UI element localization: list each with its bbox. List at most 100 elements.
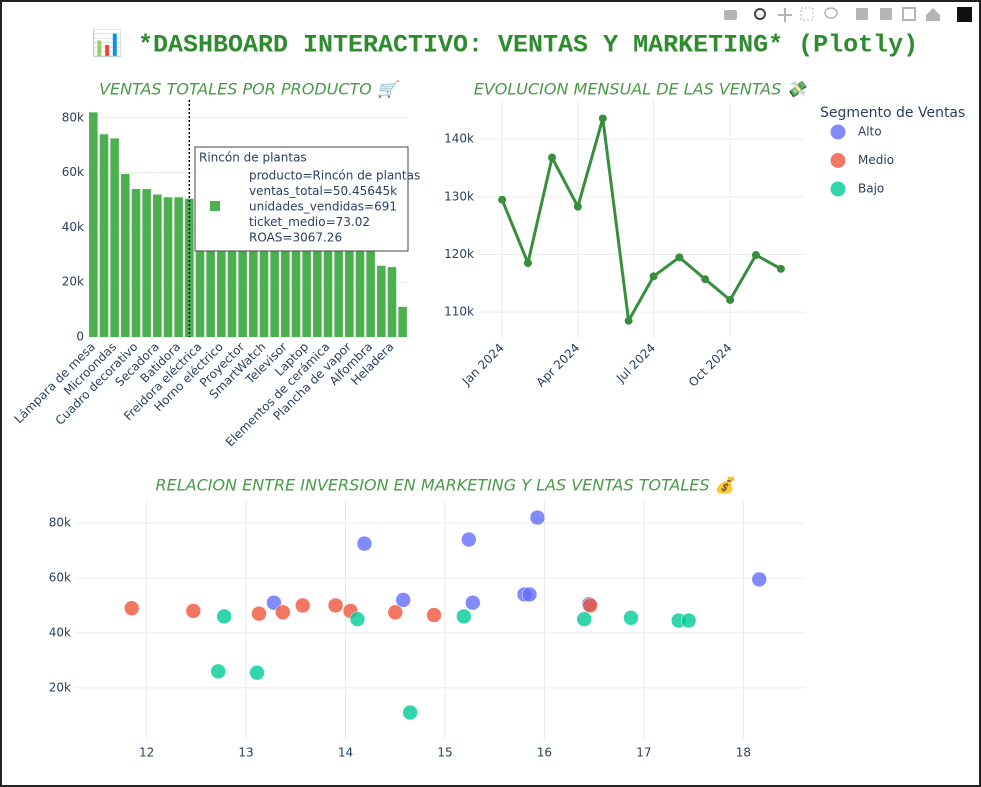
legend-marker — [830, 153, 846, 168]
bar — [291, 209, 301, 337]
legend: Segmento de Ventas Alto Medio Bajo — [820, 105, 965, 197]
x-tick-label: 17 — [636, 746, 651, 760]
point — [216, 608, 232, 625]
marker — [573, 202, 582, 211]
legend-marker — [830, 124, 846, 140]
point — [751, 571, 768, 588]
zoom-in-icon[interactable] — [856, 8, 868, 20]
point — [402, 704, 418, 721]
marker — [548, 153, 557, 162]
lasso-icon[interactable] — [824, 7, 838, 19]
pan-icon[interactable] — [778, 8, 792, 22]
point — [266, 594, 282, 611]
bar — [281, 208, 290, 337]
bar — [153, 194, 162, 337]
bar — [227, 202, 237, 337]
zoom-out-icon[interactable] — [880, 8, 892, 20]
point — [461, 531, 477, 548]
bar — [377, 265, 386, 337]
bar — [355, 215, 365, 337]
marker — [776, 264, 785, 273]
plotly-logo[interactable] — [957, 7, 972, 22]
legend-label: Bajo — [858, 182, 884, 196]
tooltip-line: ventas_total=50.45645k — [249, 184, 397, 198]
bar — [270, 206, 279, 337]
chart-title: VENTAS TOTALES POR PRODUCTO 🛒 — [99, 80, 400, 99]
y-tick-label: 40k — [49, 625, 71, 639]
chart-title: EVOLUCION MENSUAL DE LAS VENTAS 💸 — [474, 80, 810, 99]
modebar[interactable] — [724, 7, 972, 22]
bar — [387, 267, 397, 337]
bar — [238, 205, 247, 337]
point — [576, 611, 592, 627]
y-tick-label: 80k — [49, 516, 71, 530]
y-tick-label: 20k — [49, 680, 71, 694]
point — [521, 586, 538, 603]
tooltip-line: unidades_vendidas=691 — [249, 200, 397, 214]
x-tick-label: 16 — [537, 746, 552, 760]
bar — [334, 213, 343, 337]
bar — [366, 215, 375, 337]
marker — [726, 295, 735, 304]
point — [465, 594, 481, 611]
bar — [89, 112, 98, 337]
x-tick-label: 14 — [338, 746, 353, 760]
select-icon[interactable] — [800, 7, 814, 21]
tooltip-line: ROAS=3067.26 — [249, 231, 342, 245]
bar — [345, 213, 354, 337]
camera-icon[interactable] — [724, 10, 737, 20]
y-tick-label: 20k — [62, 275, 84, 289]
autoscale-icon[interactable] — [902, 7, 916, 21]
legend-label: Alto — [858, 125, 882, 139]
line — [500, 118, 782, 326]
tooltip-swatch — [210, 201, 220, 211]
point — [249, 664, 265, 681]
marker — [649, 272, 658, 281]
point — [123, 600, 140, 616]
point — [426, 607, 442, 623]
bar — [185, 198, 194, 337]
point — [251, 605, 267, 622]
marker — [523, 259, 532, 268]
tooltip-line: producto=Rincón de plantas — [249, 169, 420, 183]
chart-title: RELACION ENTRE INVERSION EN MARKETING Y … — [155, 476, 736, 495]
point — [582, 597, 598, 614]
legend-marker — [830, 181, 846, 197]
zoom-icon[interactable] — [754, 8, 766, 20]
bar — [217, 200, 226, 337]
point — [327, 597, 344, 614]
marker — [498, 195, 507, 204]
x-tick-label: 12 — [139, 746, 154, 760]
bar — [99, 134, 109, 337]
legend-title: Segmento de Ventas — [820, 105, 965, 121]
bar — [163, 197, 173, 337]
point — [456, 608, 472, 625]
bar — [121, 173, 130, 337]
home-icon[interactable] — [926, 8, 940, 21]
bar — [313, 210, 322, 337]
y-tick-label: 60k — [62, 165, 84, 179]
x-tick-label: 13 — [238, 746, 253, 760]
bar — [249, 205, 258, 337]
point — [623, 610, 639, 626]
bar — [110, 138, 119, 337]
y-tick-label: 80k — [62, 110, 84, 124]
y-tick-label: 120k — [444, 247, 474, 261]
bar — [302, 210, 311, 337]
bar — [131, 189, 141, 337]
tooltip-box — [194, 146, 409, 252]
y-tick-label: 140k — [444, 132, 474, 146]
y-tick-label: 40k — [62, 220, 84, 234]
tooltip-line: ticket_medio=73.02 — [249, 215, 370, 229]
tooltip-title: Rincón de plantas — [199, 151, 307, 165]
y-tick-label: 0 — [76, 330, 84, 344]
point — [529, 509, 546, 526]
bar — [174, 197, 183, 337]
bar — [323, 212, 333, 337]
bar — [259, 206, 269, 337]
point — [356, 535, 373, 552]
point — [295, 597, 311, 614]
legend-label: Medio — [858, 153, 894, 167]
